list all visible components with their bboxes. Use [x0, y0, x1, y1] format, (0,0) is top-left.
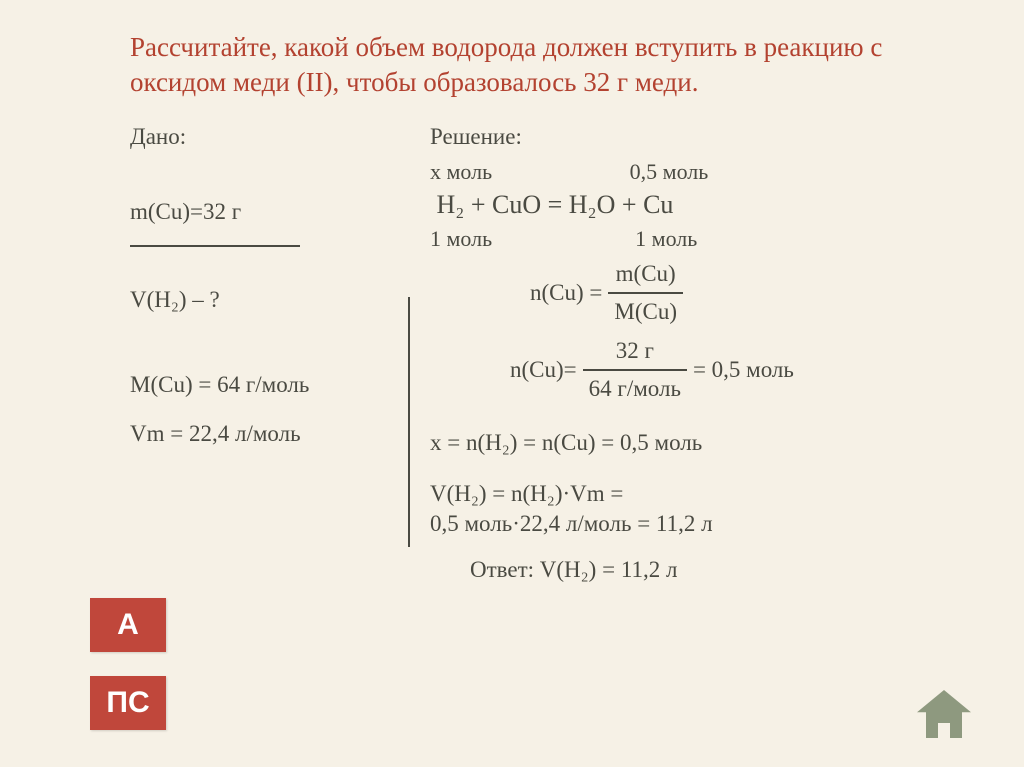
ncu-calculation: n(Cu)= 32 г 64 г/моль = 0,5 моль — [510, 336, 964, 405]
vh2-line1: V(H₂) = n(H₂)·Vm = — [430, 479, 964, 509]
constants-block: M(Cu) = 64 г/моль Vm = 22,4 л/моль — [130, 370, 410, 449]
given-block: Дано: m(Cu)=32 г V(H₂) – ? — [130, 122, 410, 315]
ncu-formula: n(Cu) = m(Cu) M(Cu) — [530, 259, 964, 328]
given-divider — [130, 245, 300, 247]
given-mass-cu: m(Cu)=32 г — [130, 197, 410, 227]
problem-title: Рассчитайте, какой объем водорода должен… — [130, 30, 964, 100]
answer-line: Ответ: V(H₂) = 11,2 л — [470, 555, 964, 585]
molar-volume: Vm = 22,4 л/моль — [130, 419, 410, 449]
solution-heading: Решение: — [430, 122, 964, 152]
eq-above-row: x моль 0,5 моль — [430, 157, 964, 186]
chemical-equation: H₂ + CuO = H₂O + Cu — [430, 188, 964, 222]
molar-mass-cu: M(Cu) = 64 г/моль — [130, 370, 410, 400]
button-ps[interactable]: ПС — [90, 676, 166, 730]
button-a[interactable]: А — [90, 598, 166, 652]
x-equals-line: x = n(H₂) = n(Cu) = 0,5 моль — [430, 428, 964, 458]
solution-block: Решение: x моль 0,5 моль H₂ + CuO = H₂O … — [410, 122, 964, 586]
given-heading: Дано: — [130, 122, 410, 152]
vh2-line2: 0,5 моль·22,4 л/моль = 11,2 л — [430, 509, 964, 539]
find-vh2: V(H₂) – ? — [130, 285, 410, 315]
eq-below-row: 1 моль 1 моль — [430, 224, 964, 253]
home-icon[interactable] — [914, 686, 974, 742]
